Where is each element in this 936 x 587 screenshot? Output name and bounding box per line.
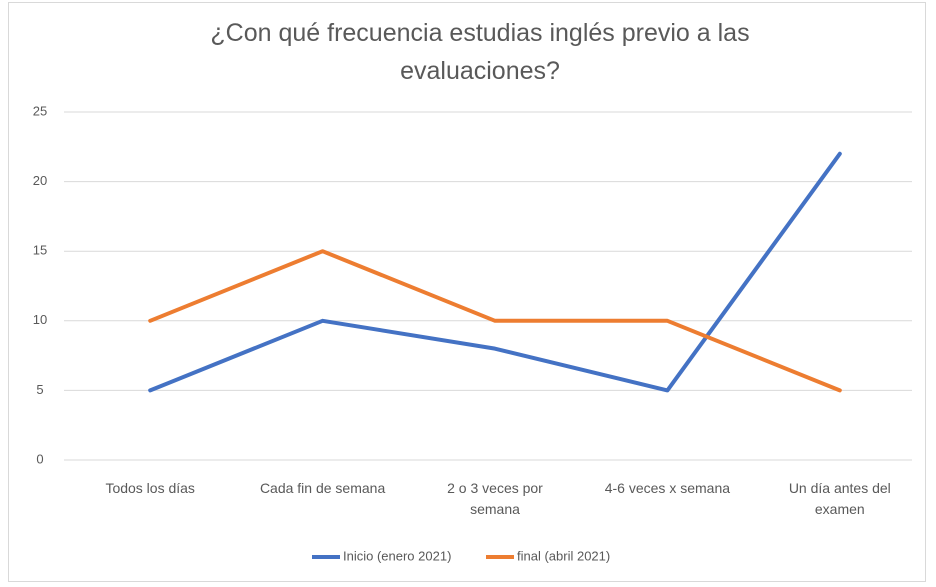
legend-label: Inicio (enero 2021) bbox=[343, 548, 451, 563]
y-tick-label: 5 bbox=[36, 382, 43, 397]
line-series bbox=[148, 151, 842, 393]
x-tick-label: Todos los días bbox=[105, 480, 195, 496]
x-tick-label: Cada fin de semana bbox=[259, 480, 386, 496]
chart-title: ¿Con qué frecuencia estudias inglés prev… bbox=[210, 19, 750, 85]
y-tick-label: 0 bbox=[36, 451, 43, 466]
y-tick-label: 10 bbox=[33, 312, 47, 327]
line-series bbox=[148, 249, 842, 393]
y-tick-label: 20 bbox=[33, 173, 47, 188]
y-tick-label: 15 bbox=[33, 243, 47, 258]
x-tick-label: 4-6 veces x semana bbox=[604, 480, 731, 496]
y-tick-label: 25 bbox=[33, 103, 47, 118]
chart-frame bbox=[8, 2, 926, 582]
legend-label: final (abril 2021) bbox=[517, 548, 610, 563]
x-tick-label: 2 o 3 veces por semana bbox=[447, 480, 543, 517]
x-tick-label: Un día antes del examen bbox=[788, 480, 891, 517]
